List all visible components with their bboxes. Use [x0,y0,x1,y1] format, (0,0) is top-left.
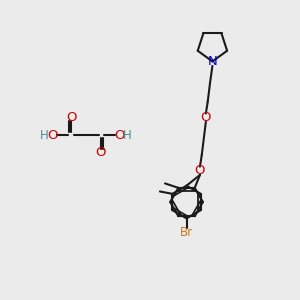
Text: O: O [48,129,58,142]
Text: O: O [201,111,211,124]
Text: O: O [195,164,205,177]
Text: H: H [123,129,132,142]
Text: O: O [66,111,76,124]
Text: O: O [96,146,106,160]
Text: N: N [208,55,217,68]
Text: O: O [114,129,124,142]
Text: H: H [40,129,49,142]
Text: Br: Br [180,226,193,238]
